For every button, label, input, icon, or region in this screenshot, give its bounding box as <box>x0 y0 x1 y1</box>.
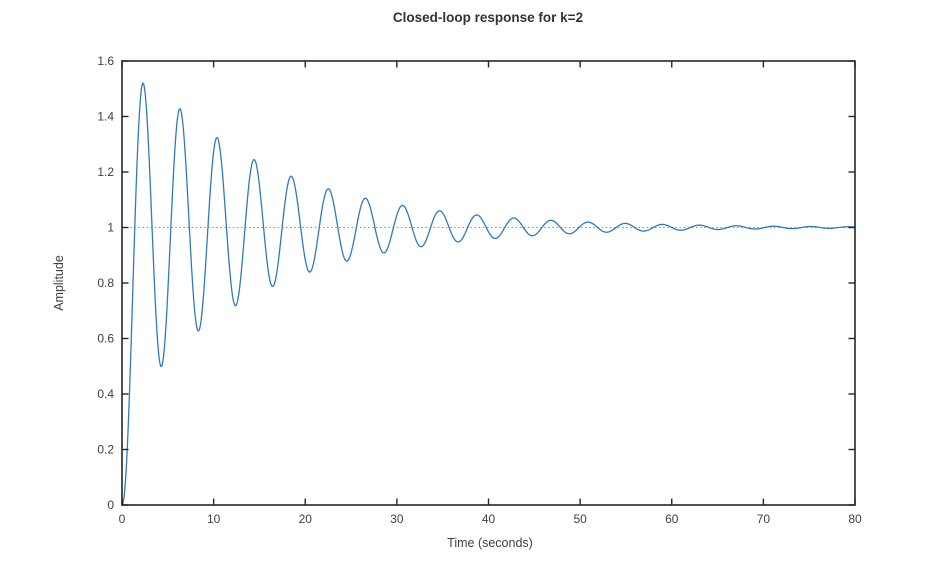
x-tick-label: 80 <box>848 512 862 526</box>
y-tick-label: 1.4 <box>97 110 114 124</box>
y-tick-label: 1.2 <box>97 165 114 179</box>
x-tick-label: 70 <box>757 512 771 526</box>
x-axis-label: Time (seconds) <box>447 536 533 550</box>
plot-box <box>121 60 856 506</box>
y-tick-label: 1.6 <box>97 54 114 68</box>
x-tick-label: 0 <box>119 512 126 526</box>
x-tick-label: 40 <box>482 512 496 526</box>
x-tick-label: 60 <box>665 512 679 526</box>
y-tick-label: 0.4 <box>97 387 114 401</box>
x-tick-label: 30 <box>390 512 404 526</box>
x-tick-label: 50 <box>573 512 587 526</box>
axis-tick-marks <box>121 60 856 506</box>
x-tick-label: 20 <box>299 512 313 526</box>
axis-tick-labels: 0 10 20 30 40 50 60 70 80 0 0.2 0.4 0.6 0.8 1 1.2 1.4 1.6 <box>97 54 862 526</box>
response-curve <box>121 82 856 506</box>
x-tick-label: 10 <box>207 512 221 526</box>
chart-title: Closed-loop response for k=2 <box>393 10 583 25</box>
y-tick-label: 0 <box>107 498 114 512</box>
y-tick-label: 0.6 <box>97 332 114 346</box>
y-tick-label: 1 <box>107 221 114 235</box>
y-tick-label: 0.2 <box>97 443 114 457</box>
y-tick-label: 0.8 <box>97 276 114 290</box>
y-axis-label: Amplitude <box>52 255 66 311</box>
